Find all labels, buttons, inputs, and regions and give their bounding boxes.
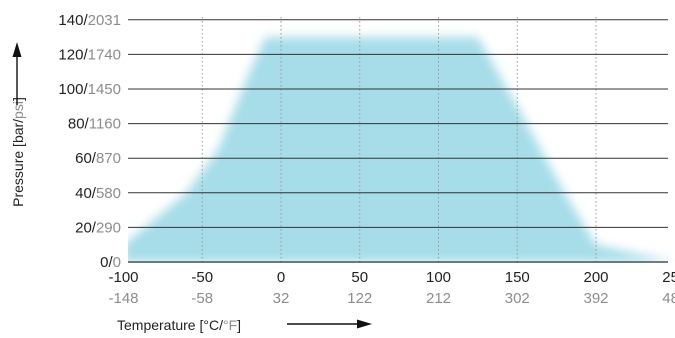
y-axis-label-secondary: psi — [10, 101, 26, 119]
series-area-0 — [128, 37, 675, 262]
x-tick-label-celsius: 200 — [583, 269, 608, 286]
x-tick-label-celsius: 100 — [426, 269, 451, 286]
y-tick-label: 0/0 — [100, 254, 121, 271]
y-axis-label-primary: Pressure [bar/ — [10, 119, 26, 207]
x-tick-label-celsius: 150 — [505, 269, 530, 286]
x-axis-label-end: ] — [237, 317, 241, 333]
x-tick-label-fahrenheit: -148 — [108, 290, 138, 307]
x-axis-ticks: -100 -148 -50 -58 0 32 50 122 100 212 150 302 200 392… — [108, 269, 675, 307]
horizontal-grid — [128, 19, 668, 263]
y-tick-label: 140/2031 — [58, 12, 121, 29]
x-axis-arrow — [287, 319, 372, 329]
x-tick-label-fahrenheit: 392 — [583, 290, 608, 307]
y-tick-label: 80/1160 — [68, 116, 121, 133]
x-tick-label-fahrenheit: 212 — [426, 290, 451, 307]
x-tick-label-celsius: 50 — [351, 269, 368, 286]
y-tick-label: 40/580 — [75, 185, 121, 202]
y-tick-label: 20/290 — [75, 219, 121, 236]
vertical-grid — [201, 17, 597, 262]
x-tick-label-celsius: -100 — [108, 269, 138, 286]
x-tick-label-fahrenheit: -58 — [191, 290, 213, 307]
x-tick-label-celsius: -50 — [191, 269, 213, 286]
y-tick-label: 60/870 — [75, 150, 121, 167]
y-axis-arrow — [12, 42, 22, 105]
y-tick-label: 120/1740 — [58, 46, 121, 63]
y-axis-label-end: ] — [10, 97, 26, 101]
y-axis-arrow-head — [12, 42, 22, 57]
area-layer — [128, 37, 675, 262]
x-tick-label-fahrenheit: 482 — [662, 290, 675, 307]
x-tick-label-fahrenheit: 302 — [505, 290, 530, 307]
x-axis-label: Temperature [°C/°F] — [117, 317, 241, 333]
y-tick-label: 100/1450 — [58, 81, 121, 98]
y-axis-label: Pressure [bar/psi] — [10, 97, 26, 207]
x-tick-label-fahrenheit: 32 — [273, 290, 290, 307]
x-axis-label-primary: Temperature [°C/ — [117, 317, 223, 333]
x-axis-label-secondary: °F — [223, 317, 237, 333]
x-axis-arrow-head — [357, 319, 372, 329]
x-tick-label-fahrenheit: 122 — [347, 290, 372, 307]
y-axis-ticks: 0/0 20/290 40/580 60/870 80/1160 100/1450 120/… — [58, 12, 121, 271]
x-tick-label-celsius: 0 — [277, 269, 285, 286]
x-tick-label-celsius: 250 — [662, 269, 675, 286]
